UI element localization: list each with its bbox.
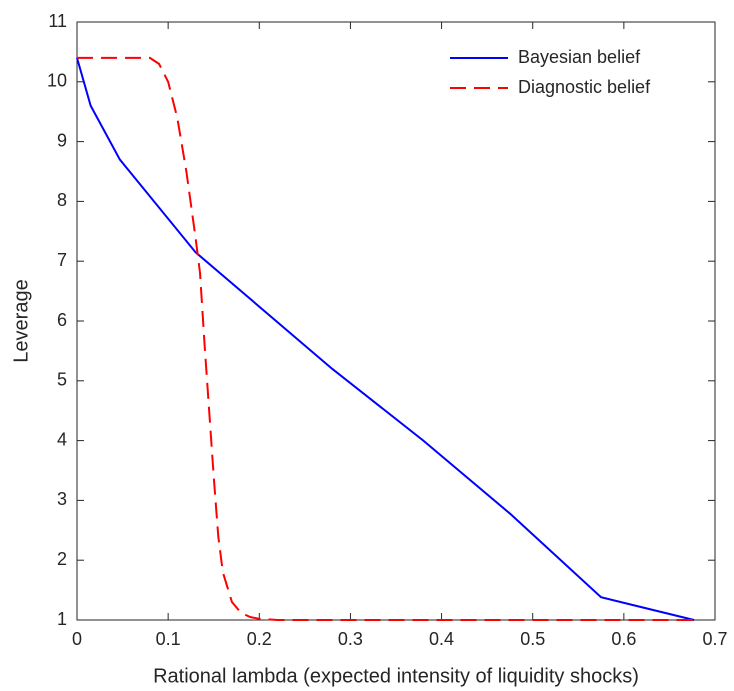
y-axis-label: Leverage [10, 279, 32, 362]
x-tick-label: 0.7 [702, 629, 727, 649]
x-tick-label: 0.3 [338, 629, 363, 649]
x-tick-label: 0.5 [520, 629, 545, 649]
legend-label: Diagnostic belief [518, 77, 651, 97]
y-tick-label: 1 [57, 609, 67, 629]
line-series [76, 57, 695, 621]
y-tick-label: 9 [57, 130, 67, 150]
y-tick-label: 3 [57, 489, 67, 509]
y-tick-label: 2 [57, 549, 67, 569]
x-tick-label: 0 [72, 629, 82, 649]
y-tick-label: 11 [48, 11, 67, 31]
y-tick-label: 4 [57, 429, 67, 449]
x-tick-label: 0.2 [247, 629, 272, 649]
x-tick-label: 0.1 [156, 629, 181, 649]
x-tick-label: 0.6 [611, 629, 636, 649]
legend-label: Bayesian belief [518, 47, 641, 67]
y-tick-label: 8 [57, 190, 67, 210]
y-tick-label: 6 [57, 310, 67, 330]
line-series [77, 56, 695, 621]
x-tick-label: 0.4 [429, 629, 454, 649]
y-tick-label: 5 [57, 370, 67, 390]
y-tick-label: 7 [57, 250, 67, 270]
x-axis-label: Rational lambda (expected intensity of l… [153, 665, 639, 687]
plot-frame [76, 21, 716, 621]
y-tick-label: 10 [47, 71, 67, 91]
